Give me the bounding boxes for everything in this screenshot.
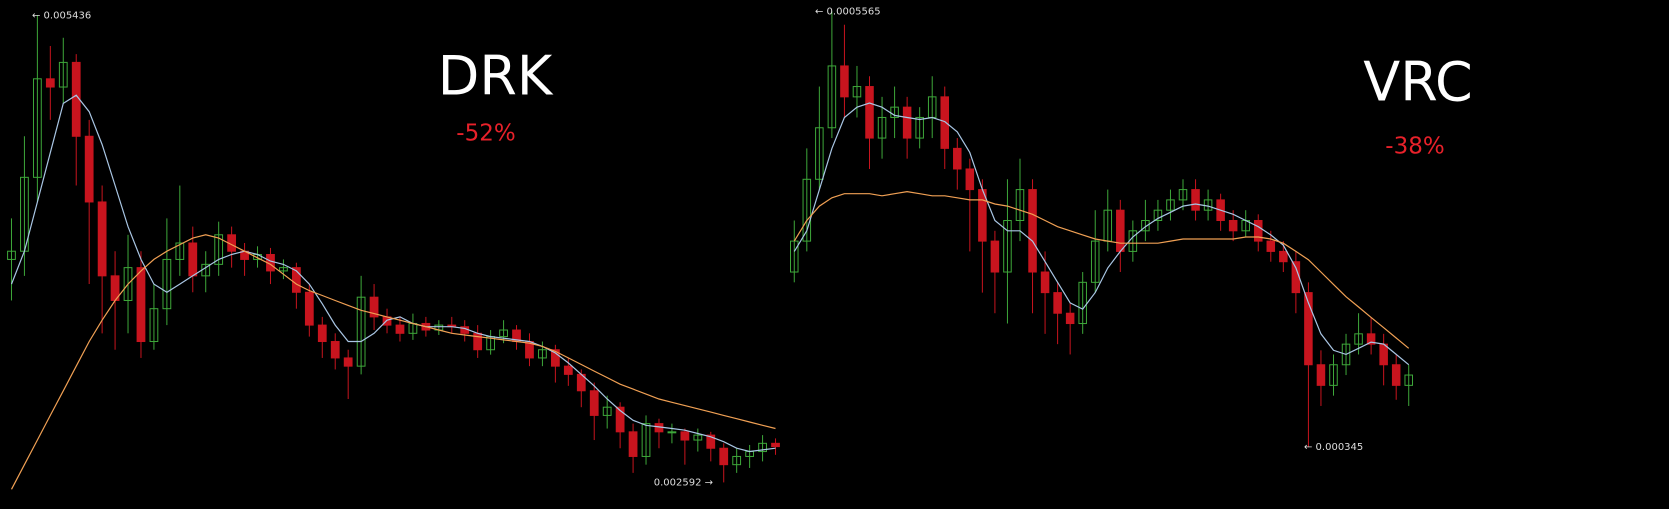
candle-body bbox=[1366, 333, 1376, 345]
candle-body bbox=[136, 267, 146, 343]
candle-body bbox=[330, 341, 340, 359]
candle-body bbox=[214, 234, 224, 265]
candle-body bbox=[162, 258, 172, 310]
candle-body bbox=[1266, 240, 1276, 252]
price-annotation: ← 0.005436 bbox=[32, 10, 91, 21]
candle-body bbox=[123, 267, 133, 301]
candle-body bbox=[97, 201, 107, 277]
candle-body bbox=[667, 431, 677, 434]
candle-body bbox=[1291, 261, 1301, 294]
candle-body bbox=[1040, 271, 1050, 294]
candle-body bbox=[693, 434, 703, 441]
candle-body bbox=[356, 296, 366, 367]
candle-body bbox=[1153, 209, 1163, 221]
candle-body bbox=[395, 324, 405, 334]
candle-body bbox=[1053, 292, 1062, 314]
candle-body bbox=[1028, 189, 1037, 273]
moving-average-line bbox=[10, 234, 776, 490]
candle-body bbox=[865, 86, 874, 139]
candle-body bbox=[1316, 364, 1326, 386]
candle-body bbox=[1304, 292, 1313, 366]
change-label: -38% bbox=[1385, 134, 1444, 160]
candle-body bbox=[1253, 219, 1263, 242]
candle-body bbox=[802, 178, 812, 242]
candle-body bbox=[1228, 219, 1238, 232]
candle-body bbox=[499, 329, 508, 338]
candle-body bbox=[1391, 364, 1401, 386]
candle-body bbox=[1116, 209, 1125, 252]
candle-body bbox=[940, 96, 950, 149]
candle-body bbox=[343, 357, 353, 367]
price-annotation: 0.002592 → bbox=[654, 477, 713, 488]
candle-body bbox=[602, 406, 612, 416]
candle-body bbox=[1015, 189, 1025, 221]
candle-body bbox=[827, 65, 837, 129]
candle-body bbox=[1354, 333, 1363, 345]
candle-body bbox=[1404, 374, 1413, 386]
candle-body bbox=[589, 390, 599, 416]
candle-body bbox=[719, 447, 729, 466]
candle-body bbox=[1090, 240, 1100, 283]
candle-body bbox=[641, 423, 651, 457]
candle-body bbox=[45, 78, 55, 88]
chart-title: DRK bbox=[438, 45, 554, 108]
candle-body bbox=[852, 86, 862, 98]
candle-body bbox=[1065, 312, 1075, 325]
candle-body bbox=[317, 324, 327, 343]
candle-body bbox=[615, 406, 625, 433]
candle-body bbox=[706, 434, 716, 449]
candle-body bbox=[790, 240, 799, 273]
candle-body bbox=[915, 116, 924, 139]
candle-body bbox=[1279, 250, 1288, 263]
candle-body bbox=[965, 168, 975, 191]
change-label: -52% bbox=[456, 121, 515, 147]
candle-body bbox=[369, 296, 379, 318]
candle-body bbox=[84, 135, 94, 203]
candle-body bbox=[771, 442, 780, 448]
candle-body bbox=[990, 240, 1000, 273]
candle-body bbox=[188, 242, 198, 277]
candle-body bbox=[175, 242, 185, 260]
candle-body bbox=[32, 78, 42, 178]
candle-body bbox=[680, 431, 690, 441]
candle-body bbox=[758, 442, 767, 453]
candle-body bbox=[279, 267, 288, 272]
candle-body bbox=[538, 349, 547, 359]
price-annotation: ← 0.0005565 bbox=[815, 6, 881, 17]
candle-body bbox=[58, 61, 68, 88]
moving-average-line bbox=[793, 102, 1410, 366]
candle-body bbox=[628, 431, 638, 457]
candle-body bbox=[1166, 199, 1175, 211]
candle-body bbox=[1178, 189, 1188, 201]
candle-body bbox=[1329, 364, 1338, 386]
candle-body bbox=[1341, 343, 1351, 366]
moving-average-line bbox=[10, 94, 776, 453]
candle-body bbox=[304, 291, 314, 326]
candle-body bbox=[815, 127, 824, 180]
candle-body bbox=[877, 116, 887, 139]
chart-title: VRC bbox=[1363, 51, 1472, 114]
candle-body bbox=[1078, 281, 1087, 325]
candle-body bbox=[732, 455, 742, 466]
candle-body bbox=[149, 308, 159, 343]
candle-body bbox=[291, 267, 301, 293]
candle-body bbox=[840, 65, 849, 98]
candle-body bbox=[563, 365, 573, 375]
candle-body bbox=[550, 349, 560, 367]
candle-body bbox=[1141, 219, 1150, 232]
candle-body bbox=[1003, 219, 1012, 273]
moving-average-line bbox=[793, 190, 1410, 349]
price-annotation: ← 0.000345 bbox=[1304, 442, 1363, 453]
candle-body bbox=[1379, 343, 1388, 366]
candle-body bbox=[902, 106, 912, 139]
candle-body bbox=[1191, 189, 1200, 211]
candle-body bbox=[7, 250, 16, 260]
candle-body bbox=[953, 147, 962, 170]
